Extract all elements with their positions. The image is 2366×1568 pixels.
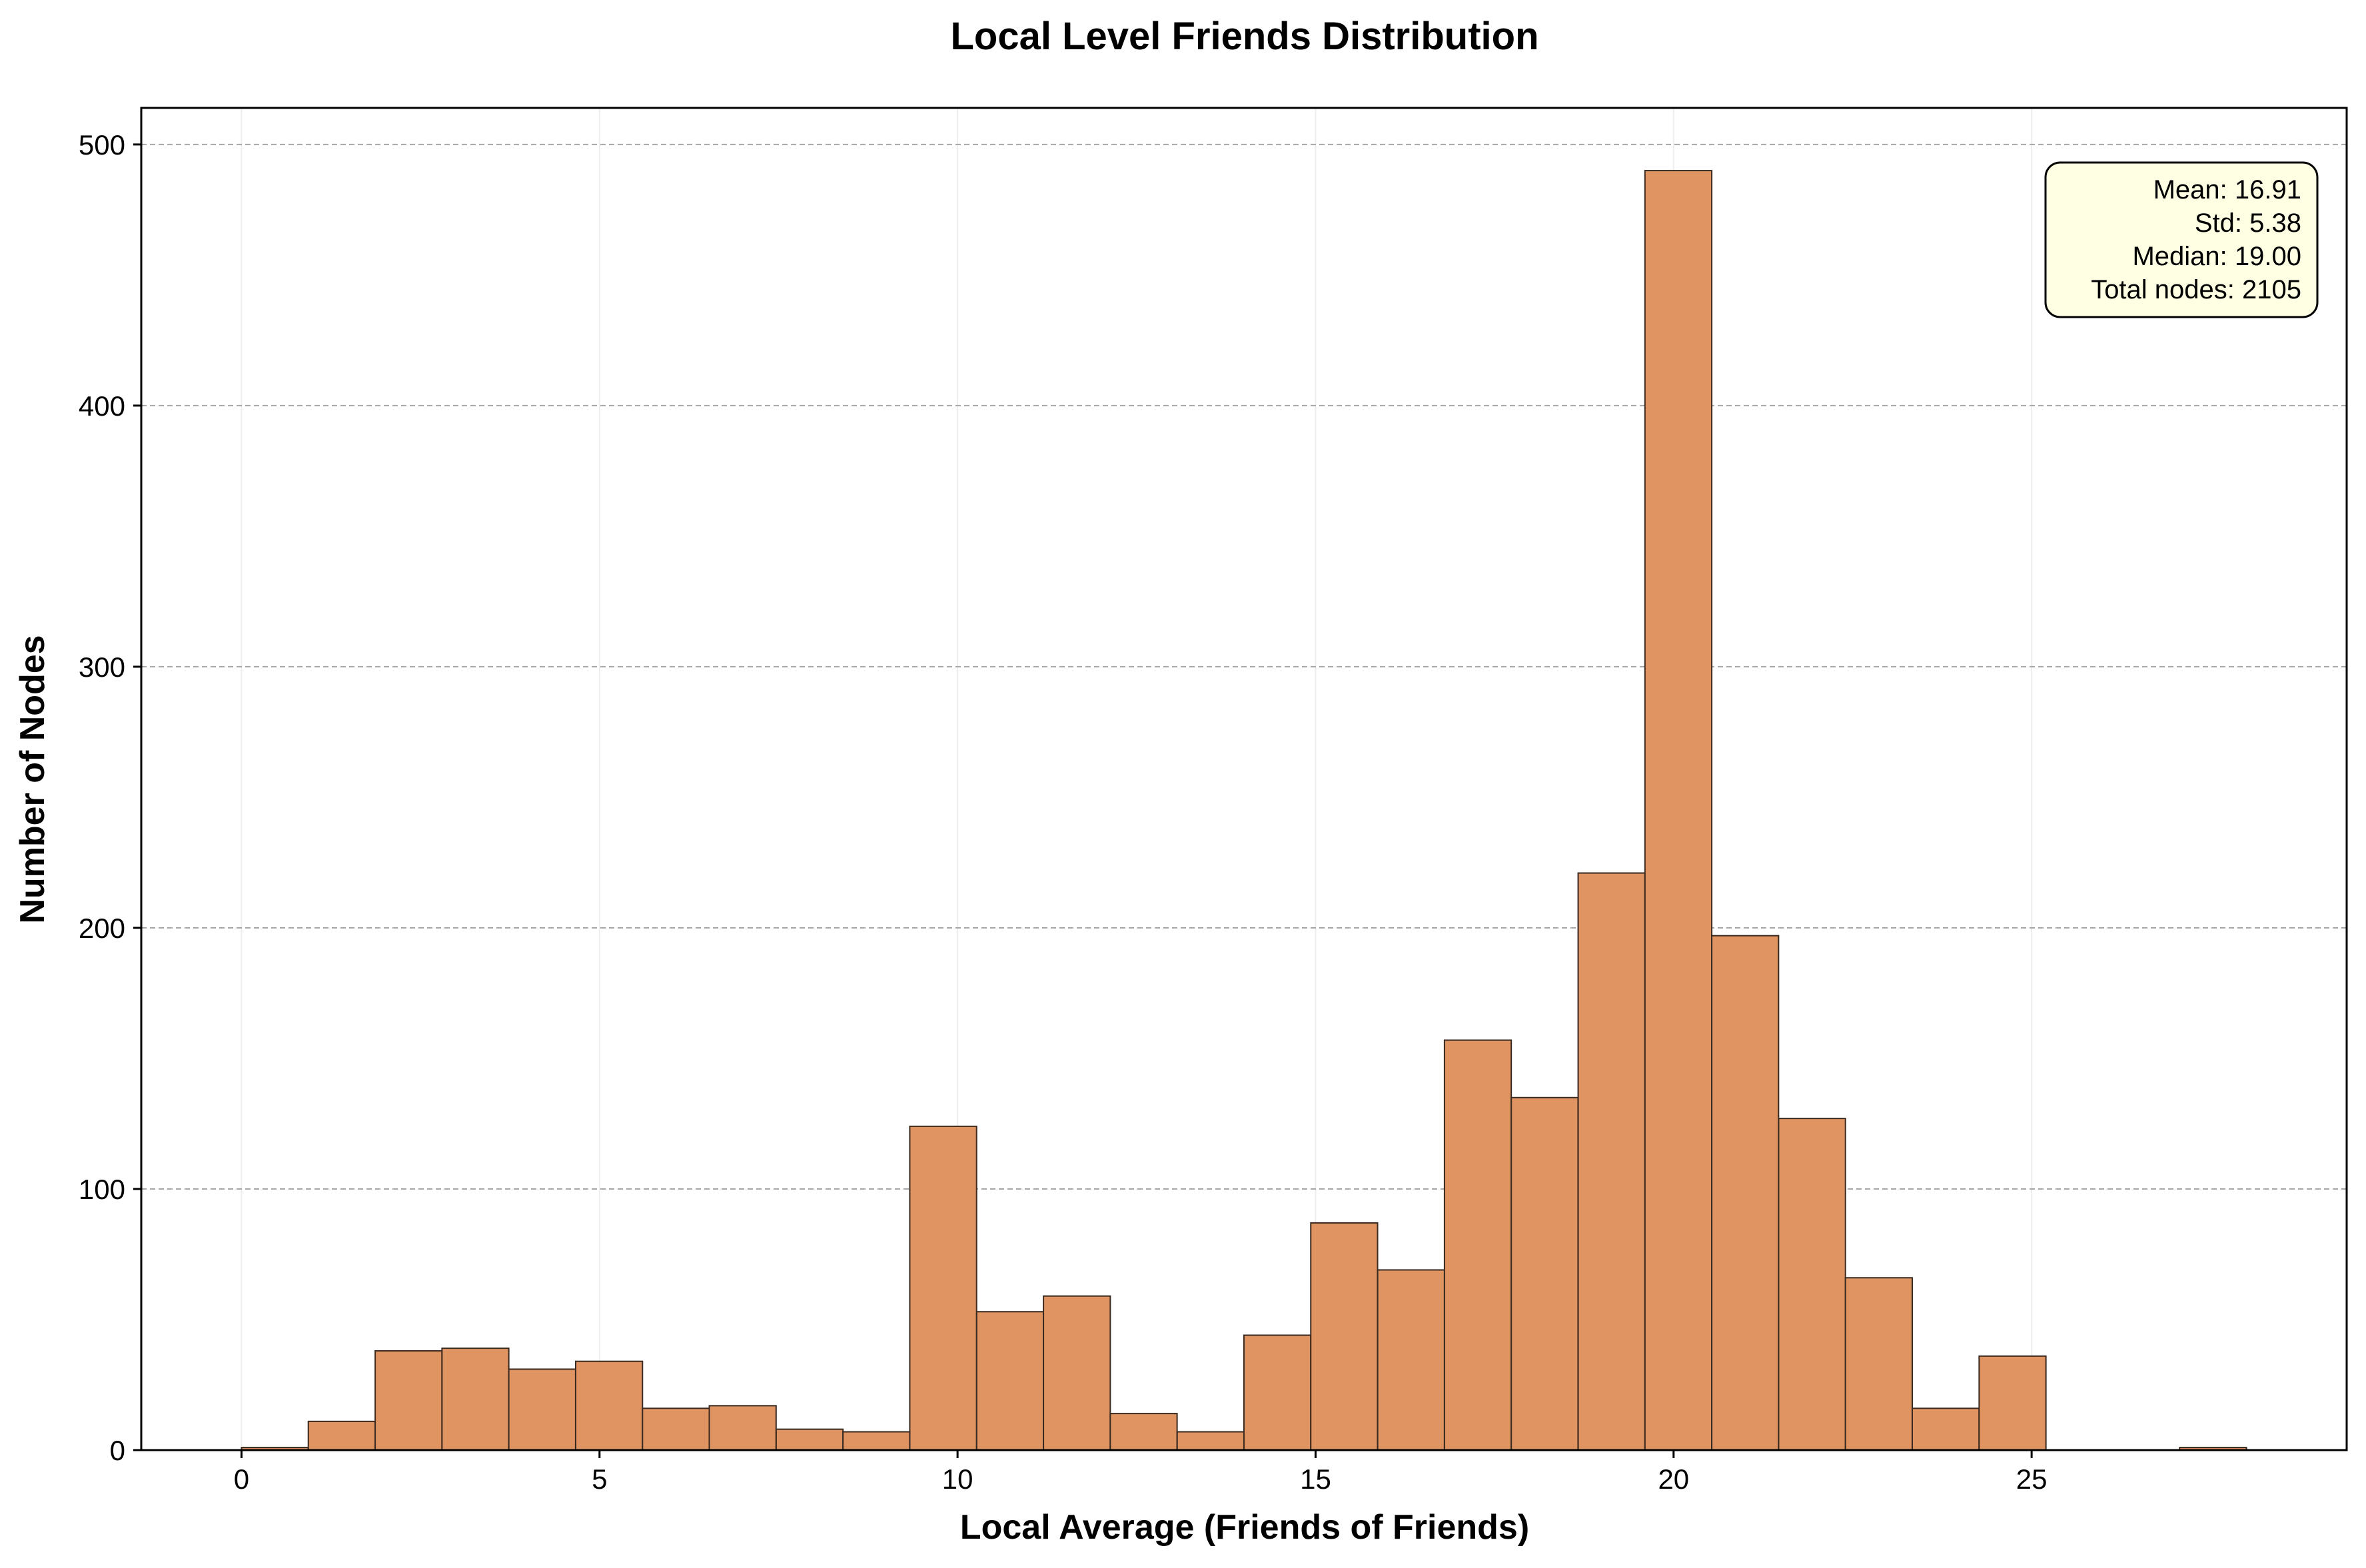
x-tick-label: 25: [2016, 1463, 2048, 1495]
histogram-bar: [1844, 1277, 1913, 1451]
histogram-bars: [241, 170, 2247, 1451]
y-tick-label: 500: [79, 129, 125, 161]
histogram-bar: [1377, 1269, 1445, 1451]
histogram-bar: [708, 1405, 777, 1451]
histogram-bar: [975, 1311, 1045, 1451]
plot-frame: [140, 107, 2348, 1451]
x-tick-label: 5: [592, 1463, 607, 1495]
histogram-bar: [1978, 1355, 2047, 1451]
y-tick-label: 100: [79, 1174, 125, 1205]
chart-title: Local Level Friends Distribution: [950, 15, 1538, 58]
histogram-bar: [575, 1360, 644, 1451]
histogram-bar: [307, 1420, 376, 1451]
y-axis-ticks: 0 100 200 300 400 500: [79, 129, 141, 1466]
histogram-bar: [1577, 872, 1646, 1451]
x-tick-label: 10: [942, 1463, 973, 1495]
y-tick-label: 400: [79, 390, 125, 422]
stats-std: Std: 5.38: [2195, 208, 2301, 238]
stats-box: Mean: 16.91 Std: 5.38 Median: 19.00 Tota…: [2044, 161, 2319, 318]
stats-median: Median: 19.00: [2132, 242, 2301, 271]
histogram-bar: [1176, 1431, 1245, 1451]
histogram-bar: [1644, 170, 1713, 1451]
y-gridlines: [141, 143, 2347, 1190]
histogram-bar: [1109, 1413, 1178, 1451]
x-tick-label: 15: [1300, 1463, 1331, 1495]
y-tick-label: 200: [79, 913, 125, 944]
x-tick-label: 20: [1658, 1463, 1689, 1495]
x-axis-ticks: 0 5 10 15 20 25: [234, 1450, 2048, 1495]
x-tick-label: 0: [234, 1463, 249, 1495]
histogram-bar: [842, 1431, 911, 1451]
stats-total-nodes: Total nodes: 2105: [2091, 275, 2301, 304]
histogram-bar: [374, 1350, 443, 1451]
histogram-bar: [1711, 935, 1780, 1451]
histogram-bar: [1911, 1407, 1980, 1451]
histogram-bar: [1310, 1222, 1379, 1451]
histogram-bar: [909, 1125, 977, 1451]
histogram-bar: [1510, 1096, 1579, 1451]
histogram-bar: [1778, 1118, 1846, 1451]
y-axis-label: Number of Nodes: [13, 635, 52, 923]
stats-box-background: [2044, 161, 2319, 318]
histogram-bar: [1243, 1334, 1312, 1451]
stats-mean: Mean: 16.91: [2153, 175, 2301, 204]
histogram-bar: [775, 1428, 844, 1451]
histogram-bar: [642, 1407, 710, 1451]
y-tick-label: 300: [79, 651, 125, 683]
x-axis-label: Local Average (Friends of Friends): [960, 1508, 1529, 1547]
histogram-bar: [508, 1368, 576, 1451]
histogram-bar: [441, 1348, 510, 1451]
histogram-bar: [1043, 1295, 1111, 1451]
y-tick-label: 0: [110, 1435, 125, 1466]
histogram-bar: [1443, 1039, 1512, 1451]
